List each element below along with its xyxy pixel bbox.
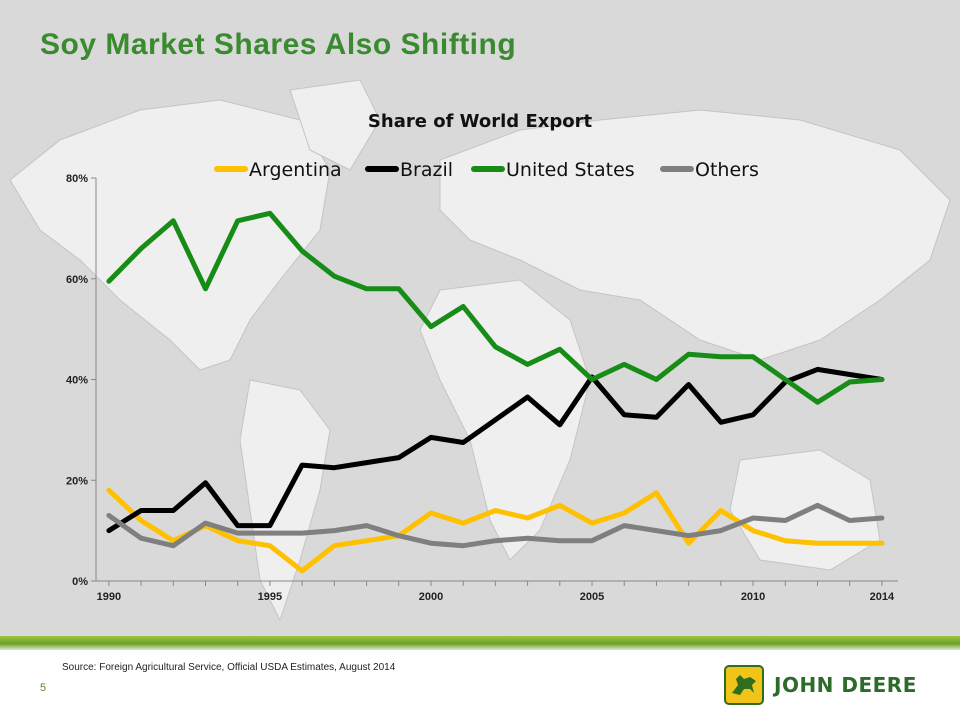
chart-title: Share of World Export [368, 111, 593, 132]
legend-label: Others [695, 159, 759, 181]
y-tick-label: 80% [66, 173, 88, 185]
x-tick-label: 2014 [870, 591, 895, 603]
y-tick-label: 20% [66, 475, 88, 487]
y-tick-label: 0% [72, 576, 88, 588]
legend-label: Argentina [249, 159, 342, 181]
logo-wordmark: JOHN DEERE [774, 673, 917, 697]
page-number: 5 [40, 682, 47, 694]
y-tick-label: 40% [66, 375, 88, 387]
deer-logo-icon [724, 665, 764, 705]
legend-label: United States [506, 159, 635, 181]
slide-title: Soy Market Shares Also Shifting [40, 28, 517, 61]
legend-item-brazil: Brazil [365, 159, 453, 181]
legend-label: Brazil [400, 159, 453, 181]
legend-item-others: Others [660, 159, 759, 181]
share-of-world-export-chart: Share of World Export 0% 20% 40% 60% 80% 1990 1… [66, 111, 898, 603]
x-tick-label: 1990 [97, 591, 121, 603]
series-line-united-states [106, 210, 885, 405]
legend-item-argentina: Argentina [214, 159, 342, 181]
legend-item-united-states: United States [471, 159, 635, 181]
series-line-others [106, 502, 885, 549]
x-tick-label: 2005 [580, 591, 604, 603]
series-line-brazil [106, 366, 885, 534]
x-tick-label: 2010 [741, 591, 765, 603]
y-tick-label: 60% [66, 274, 88, 286]
source-note: Source: Foreign Agricultural Service, Of… [62, 662, 396, 673]
series-line-argentina [106, 487, 885, 574]
john-deere-logo: JOHN DEERE [724, 665, 950, 705]
x-tick-label: 1995 [258, 591, 282, 603]
x-tick-label: 2000 [419, 591, 443, 603]
footer-band [0, 636, 960, 650]
